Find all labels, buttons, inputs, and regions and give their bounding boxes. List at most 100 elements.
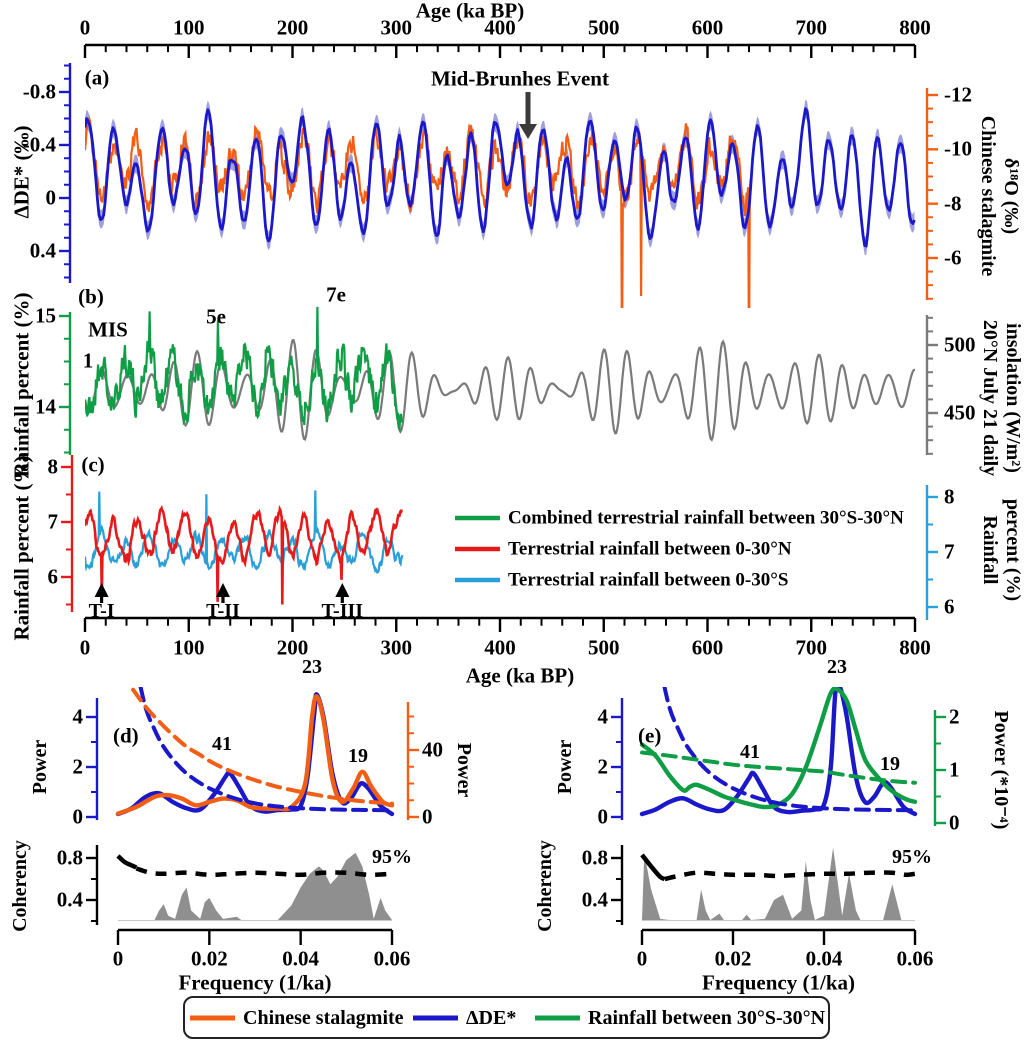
termination-arrow: [94, 583, 109, 603]
panel-c-legend-label: Terrestrial rainfall between 0-30°N: [508, 538, 792, 560]
top-axis-tick-label: 300: [380, 15, 413, 40]
panel-b-label: (b): [78, 284, 104, 309]
mis-label: 7e: [326, 282, 346, 307]
panel-a-right-axis-title-units: δ¹⁸O (‰): [1000, 157, 1022, 235]
top-axis-tick-label: 100: [173, 15, 205, 40]
panel-e-power-right-axis: [933, 710, 946, 826]
frequency-tick-label: 0.04: [282, 946, 320, 971]
termination-label: T-III: [321, 600, 364, 622]
rainfall-north-curve: [85, 504, 403, 605]
bottom-axis-tick-label: 700: [795, 635, 828, 660]
panel-b-right-axis: [925, 315, 938, 455]
panel-e-frequency-axis: [640, 928, 917, 945]
panel-e-power-left-axis: [611, 698, 624, 820]
panel-b-right-axis-title: 20°N July 21 daily: [979, 319, 1001, 477]
panel-a-label: (a): [84, 65, 110, 90]
panel-a-right-tick-label: -6: [944, 245, 962, 270]
panel-c-right-axis: [925, 485, 938, 620]
panel-a-right-tick-label: -12: [944, 82, 972, 107]
bottom-axis-tick-label: 800: [899, 635, 931, 660]
frequency-tick-label: 0.06: [373, 946, 411, 971]
power-right-tick-label: 40: [422, 737, 443, 762]
power-tick-label: 4: [72, 704, 84, 729]
power-tick-label: 2: [72, 754, 84, 779]
bottom-age-axis: [83, 616, 917, 632]
bottom-axis-tick-label: 600: [691, 635, 724, 660]
delta-de-curve: [85, 107, 916, 248]
bottom-legend-label: ΔDE*: [466, 1007, 517, 1029]
significance-label: 95%: [372, 846, 412, 868]
bottom-axis-title: Age (ka BP): [465, 663, 575, 688]
bottom-axis-tick-label: 0: [79, 635, 91, 660]
mid-brunhes-arrow: [519, 92, 538, 139]
top-age-axis: [83, 43, 917, 58]
coherency-tick-label: 0.8: [56, 845, 83, 870]
panel-e-spectrum-solid-blue: [639, 687, 918, 817]
coherency-tick-label: 0.4: [56, 887, 83, 912]
panel-e-coherency-axis: [611, 845, 624, 925]
top-axis-tick-label: 0: [79, 15, 91, 40]
panel-c-legend-label: Terrestrial rainfall between 0-30°S: [508, 569, 789, 591]
termination-label: T-II: [206, 600, 240, 622]
mis-label: 1: [82, 348, 94, 373]
panel-e-spectrum-dashed-green: [640, 750, 917, 785]
panel-b-left-axis-title: Rainfall percent (%): [9, 292, 34, 478]
panel-c-right-tick-label: 7: [944, 539, 955, 564]
combined-rainfall-curve: [85, 306, 404, 434]
panel-c-left-tick-label: 6: [47, 564, 59, 589]
power-tick-label: 4: [597, 704, 609, 729]
panel-d-spectrum-solid-orange: [115, 694, 395, 816]
panel-d-power-axis-title: Power: [29, 739, 51, 795]
top-axis-tick-label: 700: [795, 15, 828, 40]
panel-b-left-tick-label: 15: [35, 303, 56, 328]
bottom-axis-tick-label: 400: [484, 635, 516, 660]
panel-c-right-axis-title-units: percent (%): [1002, 498, 1024, 602]
top-axis-tick-label: 200: [276, 15, 309, 40]
top-axis-tick-label: 800: [899, 15, 931, 40]
panel-a-right-axis-title: Chinese stalagmite: [977, 115, 999, 277]
mis-label: 5e: [206, 304, 226, 329]
panel-d-spectrum-dashed-orange: [131, 687, 394, 806]
panel-e-label: (e): [638, 723, 662, 748]
panel-b-right-tick-label: 450: [944, 400, 976, 425]
bottom-legend-label: Rainfall between 30°S-30°N: [588, 1007, 826, 1029]
period-label: 19: [880, 753, 900, 775]
panel-a-left-axis: [59, 63, 72, 283]
frequency-axis-title: Frequency (1/ka): [701, 970, 856, 995]
top-axis-tick-label: 400: [484, 15, 516, 40]
period-label: 41: [212, 733, 232, 755]
top-axis-tick-label: 500: [588, 15, 620, 40]
rainfall-south-curve: [85, 490, 404, 574]
panel-c-right-tick-label: 8: [944, 484, 955, 509]
frequency-tick-label: 0.02: [714, 946, 752, 971]
period-label: 23: [827, 656, 847, 678]
panel-e-power-right-axis-title: Power (*10⁻⁴): [990, 710, 1012, 830]
bottom-axis-tick-label: 500: [588, 635, 620, 660]
power-tick-label: 0: [597, 804, 609, 829]
period-label: 19: [348, 745, 368, 767]
period-label: 41: [740, 741, 760, 763]
panel-d-frequency-axis: [116, 928, 394, 945]
panel-c-left-tick-label: 8: [47, 454, 59, 479]
bottom-axis-tick-label: 200: [276, 635, 309, 660]
panel-d-power-right-axis-title: Power: [453, 742, 475, 798]
coherency-axis-title: Coherency: [534, 840, 556, 932]
panel-d-label: (d): [113, 723, 139, 748]
panel-a-right-tick-label: -8: [944, 191, 962, 216]
panel-a-left-tick-label: 0: [45, 185, 57, 210]
panel-c-left-tick-label: 7: [47, 509, 59, 534]
termination-label: T-I: [88, 600, 115, 622]
panel-d-coherency-axis: [86, 845, 99, 925]
insolation-curve: [85, 338, 916, 442]
frequency-tick-label: 0: [636, 946, 648, 971]
panel-d-power-left-axis: [86, 698, 99, 820]
panel-a-left-tick-label: -0.4: [22, 132, 56, 157]
top-axis-tick-label: 600: [691, 15, 724, 40]
panel-c-right-axis-title: Rainfall: [979, 515, 1001, 585]
frequency-tick-label: 0: [112, 946, 124, 971]
panel-b-right-axis-title-units: insolation (W/m²): [1002, 323, 1024, 473]
frequency-tick-label: 0.02: [190, 946, 228, 971]
power-right-tick-label: 1: [949, 757, 960, 782]
